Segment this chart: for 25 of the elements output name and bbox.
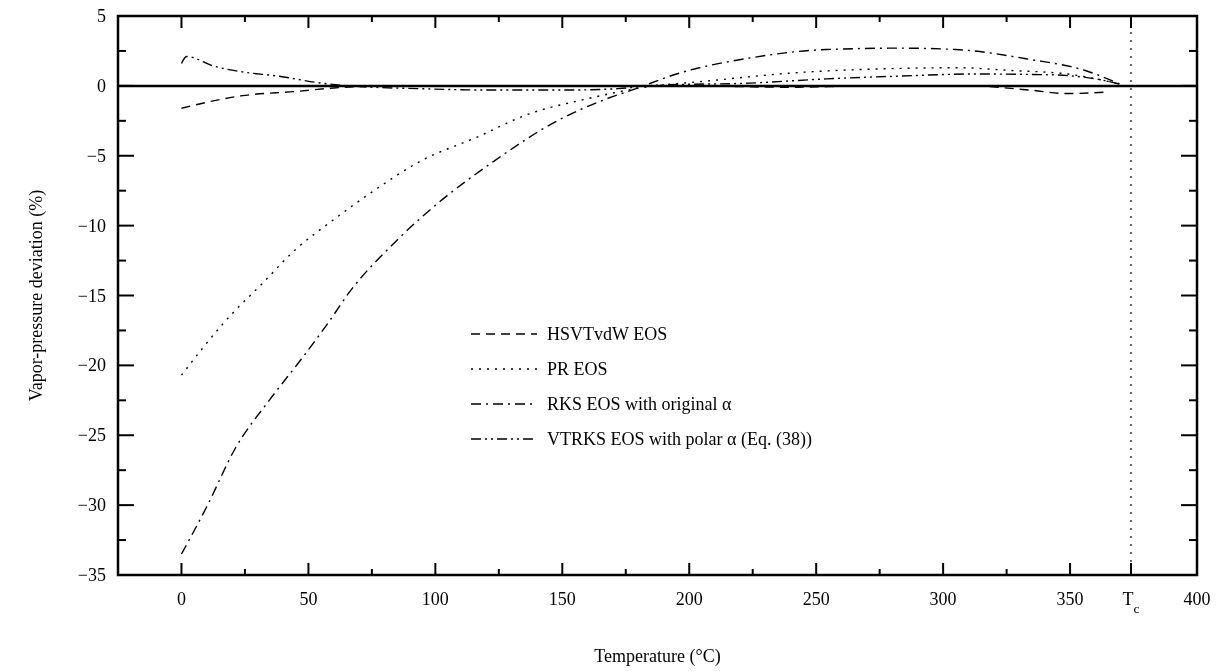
y-tick-label: −30 (77, 495, 106, 516)
y-tick-label: 0 (97, 75, 106, 96)
x-tick-label: 150 (548, 589, 576, 609)
y-tick-label: −10 (77, 215, 106, 236)
x-tick-label: 300 (929, 589, 957, 609)
legend-label: VTRKS EOS with polar α (Eq. (38)) (547, 429, 812, 450)
y-axis-title: Vapor-pressure deviation (%) (26, 189, 47, 402)
y-tick-label: −25 (77, 425, 106, 446)
legend-label: HSVTvdW EOS (547, 324, 668, 344)
x-tick-label: 200 (675, 589, 703, 609)
x-tick-label: 350 (1056, 589, 1084, 609)
x-tick-label: 100 (421, 589, 449, 609)
legend-label: PR EOS (547, 359, 608, 379)
x-axis-title: Temperature (°C) (594, 646, 721, 667)
x-tick-label: 250 (802, 589, 830, 609)
x-tick-label: 400 (1183, 589, 1211, 609)
x-tick-label: 0 (176, 589, 186, 609)
y-tick-label: −5 (86, 145, 106, 166)
y-tick-label: −35 (77, 565, 106, 585)
y-tick-label: 5 (97, 6, 106, 26)
y-tick-label: −20 (77, 355, 106, 376)
y-tick-label: −15 (77, 285, 106, 306)
x-tick-label: 50 (299, 589, 318, 609)
x-tick-label: T$_{c}$ (1122, 589, 1140, 617)
legend-label: RKS EOS with original α (547, 394, 733, 414)
